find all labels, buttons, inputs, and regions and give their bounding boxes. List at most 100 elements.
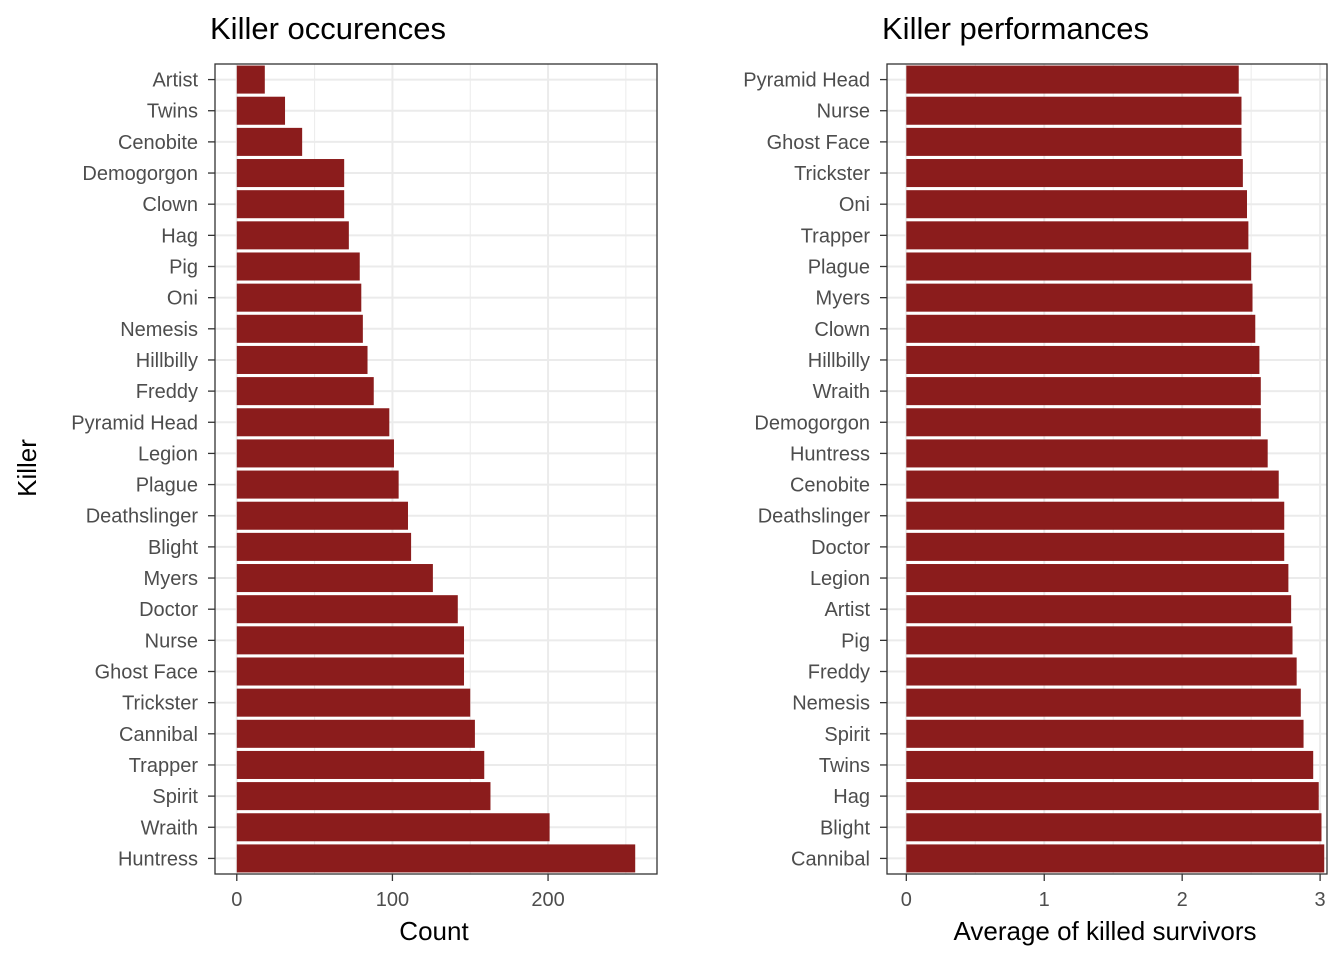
performances-y-tick-label: Huntress: [790, 443, 870, 465]
occurrences-x-tick-label: 200: [531, 889, 564, 911]
occurrences-bar: [236, 470, 399, 499]
occurrences-y-tick-label: Wraith: [141, 817, 198, 839]
performances-y-tick-label: Artist: [824, 599, 870, 621]
performances-bar: [906, 688, 1301, 717]
performances-y-tick-label: Pyramid Head: [743, 70, 870, 92]
performances-bar: [906, 283, 1253, 312]
performances-x-tick-label: 0: [901, 889, 912, 911]
occurrences-bar: [236, 595, 458, 624]
performances-bar: [906, 750, 1314, 779]
occurrences-plot-area: Artist Twins Cenobite Demogorgon Clown Hag Pig…: [71, 63, 658, 911]
performances-bar: [906, 470, 1279, 499]
performances-bar: [906, 377, 1261, 406]
performances-bar: [906, 439, 1268, 468]
occurrences-y-tick-label: Hillbilly: [136, 350, 198, 372]
performances-x-tick-label: 2: [1177, 889, 1188, 911]
performances-y-tick-label: Freddy: [808, 662, 870, 684]
performances-y-tick-label: Trapper: [801, 225, 871, 247]
performances-y-tick-label: Ghost Face: [767, 132, 870, 154]
occurrences-panel-border: [214, 63, 658, 875]
occurrences-bar: [236, 501, 408, 530]
performances-bar: [906, 65, 1239, 94]
performances-bar: [906, 844, 1325, 873]
performances-plot-area: Pyramid Head Nurse Ghost Face Trickster Oni T…: [743, 63, 1328, 911]
performances-bar: [906, 252, 1252, 281]
occurrences-bar: [236, 439, 394, 468]
performances-bar: [906, 501, 1285, 530]
performances-y-tick-label: Cenobite: [790, 475, 870, 497]
performances-y-tick-label: Nemesis: [792, 693, 870, 715]
performances-bar: [906, 657, 1297, 686]
occurrences-y-tick-label: Legion: [138, 443, 198, 465]
occurrences-bar: [236, 221, 349, 250]
performances-y-tick-label: Spirit: [824, 724, 870, 746]
occurrences-y-tick-label: Pig: [169, 257, 198, 279]
occurrences-chart: Killer occurences Count Killer Artist Twi…: [12, 11, 658, 946]
occurrences-y-tick-label: Demogorgon: [82, 163, 198, 185]
occurrences-bar: [236, 719, 475, 748]
occurrences-y-tick-label: Hag: [161, 225, 198, 247]
performances-panel-border: [886, 63, 1328, 875]
occurrences-y-tick-label: Trapper: [129, 755, 199, 777]
occurrences-bar: [236, 159, 345, 188]
performances-y-tick-label: Blight: [820, 817, 870, 839]
occurrences-y-tick-label: Ghost Face: [95, 662, 198, 684]
occurrences-y-axis-title: Killer: [12, 439, 42, 497]
occurrences-bar: [236, 564, 433, 593]
occurrences-y-tick-label: Doctor: [139, 599, 198, 621]
occurrences-bar: [236, 782, 491, 811]
performances-y-tick-label: Myers: [816, 288, 870, 310]
occurrences-bar: [236, 190, 345, 219]
performances-bar: [906, 96, 1242, 125]
occurrences-y-tick-label: Clown: [142, 194, 198, 216]
performances-x-tick-label: 1: [1039, 889, 1050, 911]
occurrences-bar: [236, 377, 374, 406]
occurrences-y-tick-label: Freddy: [136, 381, 198, 403]
occurrences-bar: [236, 283, 362, 312]
performances-chart: Killer performances Average of killed su…: [743, 11, 1328, 946]
performances-y-tick-label: Cannibal: [791, 848, 870, 870]
occurrences-bar: [236, 127, 303, 156]
performances-bar: [906, 190, 1247, 219]
occurrences-y-tick-label: Spirit: [152, 786, 198, 808]
occurrences-y-tick-label: Twins: [147, 101, 198, 123]
occurrences-y-tick-label: Blight: [148, 537, 198, 559]
occurrences-y-tick-label: Nemesis: [120, 319, 198, 341]
performances-bar: [906, 345, 1260, 374]
performances-y-tick-label: Clown: [814, 319, 870, 341]
occurrences-bar: [236, 96, 286, 125]
performances-bar: [906, 626, 1293, 655]
performances-y-tick-label: Wraith: [813, 381, 870, 403]
occurrences-y-tick-label: Huntress: [118, 848, 198, 870]
occurrences-x-tick-label: 0: [231, 889, 242, 911]
performances-y-tick-label: Deathslinger: [758, 506, 871, 528]
performances-bar: [906, 782, 1319, 811]
performances-y-tick-label: Doctor: [811, 537, 870, 559]
occurrences-bar: [236, 688, 471, 717]
performances-y-tick-label: Trickster: [794, 163, 870, 185]
occurrences-y-tick-label: Deathslinger: [86, 506, 199, 528]
performances-y-tick-label: Demogorgon: [754, 412, 870, 434]
occurrences-y-tick-label: Artist: [152, 70, 198, 92]
performances-chart-title: Killer performances: [882, 11, 1149, 46]
occurrences-y-tick-label: Myers: [144, 568, 198, 590]
occurrences-y-tick-label: Trickster: [122, 693, 198, 715]
occurrences-chart-title: Killer occurences: [210, 11, 446, 46]
occurrences-x-axis-title: Count: [399, 916, 469, 946]
occurrences-bar: [236, 626, 465, 655]
occurrences-bar: [236, 408, 390, 437]
performances-bar: [906, 564, 1289, 593]
performances-bar: [906, 127, 1242, 156]
occurrences-x-tick-label: 100: [376, 889, 409, 911]
occurrences-bar: [236, 252, 360, 281]
occurrences-y-tick-label: Plague: [136, 475, 198, 497]
occurrences-bar: [236, 813, 550, 842]
performances-bar: [906, 813, 1322, 842]
performances-bar: [906, 408, 1261, 437]
occurrences-bar: [236, 532, 412, 561]
performances-y-tick-label: Oni: [839, 194, 870, 216]
performances-x-tick-label: 3: [1315, 889, 1326, 911]
performances-y-tick-label: Plague: [808, 257, 870, 279]
performances-y-tick-label: Legion: [810, 568, 870, 590]
